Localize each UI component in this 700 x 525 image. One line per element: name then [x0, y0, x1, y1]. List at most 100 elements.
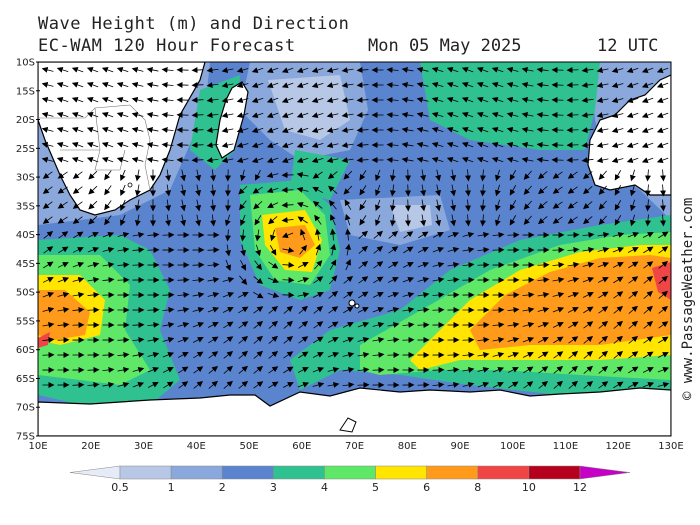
direction-arrow	[494, 184, 501, 197]
direction-arrow	[192, 337, 204, 343]
direction-arrow	[328, 185, 338, 194]
direction-arrow	[239, 169, 246, 182]
direction-arrow	[598, 200, 607, 210]
direction-arrow	[330, 214, 336, 226]
direction-arrow	[656, 67, 669, 73]
direction-arrow	[191, 97, 204, 104]
direction-arrow	[446, 142, 459, 148]
direction-arrow	[253, 291, 264, 299]
direction-arrow	[523, 200, 532, 210]
direction-arrow	[56, 126, 69, 133]
direction-arrow	[296, 67, 309, 74]
direction-arrow	[207, 261, 220, 268]
direction-arrow	[117, 231, 130, 238]
direction-arrow	[342, 381, 355, 388]
direction-arrow	[356, 157, 369, 164]
direction-arrow	[281, 97, 294, 103]
direction-arrow	[87, 381, 100, 388]
direction-arrow	[253, 335, 263, 344]
direction-arrow	[537, 261, 550, 268]
direction-arrow	[104, 200, 112, 211]
direction-arrow	[177, 306, 190, 313]
direction-arrow	[193, 380, 204, 389]
direction-arrow	[446, 67, 459, 73]
direction-arrow	[598, 306, 609, 314]
direction-arrow	[598, 350, 608, 359]
direction-arrow	[131, 141, 144, 148]
direction-arrow	[596, 142, 609, 149]
direction-arrow	[313, 321, 324, 329]
direction-arrow	[255, 244, 262, 257]
direction-arrow	[432, 247, 445, 253]
direction-arrow	[268, 350, 279, 359]
direction-arrow	[387, 306, 400, 313]
direction-arrow	[447, 232, 460, 238]
direction-arrow	[656, 157, 669, 163]
direction-arrow	[134, 214, 141, 227]
direction-arrow	[238, 306, 249, 314]
direction-arrow	[269, 245, 277, 256]
direction-arrow	[614, 185, 622, 196]
direction-arrow	[282, 247, 295, 254]
direction-arrow	[208, 336, 219, 344]
lat-tick-label: 30S	[16, 173, 35, 184]
direction-arrow	[240, 244, 247, 257]
direction-arrow	[102, 276, 115, 283]
direction-arrow	[253, 276, 264, 285]
direction-arrow	[431, 126, 444, 133]
direction-arrow	[146, 111, 159, 118]
legend-swatch	[221, 465, 274, 480]
direction-arrow	[627, 382, 639, 388]
direction-arrow	[281, 202, 294, 209]
direction-arrow	[191, 82, 204, 89]
direction-arrow	[146, 156, 159, 163]
direction-arrow	[147, 351, 160, 358]
direction-arrow	[344, 228, 351, 241]
direction-arrow	[221, 67, 234, 74]
direction-arrow	[432, 381, 445, 388]
lon-tick-label: 30E	[134, 441, 153, 452]
direction-arrow	[658, 336, 669, 344]
direction-arrow	[297, 367, 309, 373]
direction-arrow	[41, 111, 54, 118]
direction-arrow	[479, 214, 486, 227]
direction-arrow	[296, 127, 309, 134]
direction-arrow	[177, 352, 189, 358]
direction-arrow	[207, 322, 219, 328]
direction-arrow	[567, 216, 578, 224]
direction-arrow	[238, 185, 248, 195]
direction-arrow	[597, 262, 610, 268]
legend-label: 2	[219, 481, 226, 494]
direction-arrow	[239, 229, 246, 242]
direction-arrow	[161, 156, 174, 163]
direction-arrow	[536, 81, 549, 88]
direction-arrow	[568, 380, 578, 389]
legend-label: 5	[372, 481, 379, 494]
direction-arrow	[101, 157, 114, 163]
direction-arrow	[611, 82, 624, 89]
direction-arrow	[629, 214, 636, 227]
direction-arrow	[312, 292, 324, 298]
direction-arrow	[132, 366, 145, 373]
direction-arrow	[357, 381, 370, 388]
direction-arrow	[86, 97, 99, 103]
direction-arrow	[642, 382, 655, 388]
direction-arrow	[87, 261, 100, 268]
direction-arrow	[299, 244, 307, 255]
direction-arrow	[357, 322, 370, 328]
direction-arrow	[42, 351, 55, 358]
direction-arrow	[462, 336, 475, 343]
direction-arrow	[240, 259, 247, 271]
direction-arrow	[359, 200, 367, 211]
direction-arrow	[416, 81, 429, 88]
direction-arrow	[177, 321, 190, 328]
direction-arrow	[420, 184, 427, 197]
direction-arrow	[343, 170, 353, 180]
direction-arrow	[223, 350, 234, 359]
direction-arrow	[102, 351, 115, 358]
direction-arrow	[644, 214, 651, 227]
svg-text:© www.PassageWeather.com: © www.PassageWeather.com	[680, 198, 696, 400]
direction-arrow	[523, 185, 532, 195]
direction-arrow	[88, 200, 98, 210]
direction-arrow	[268, 305, 279, 314]
